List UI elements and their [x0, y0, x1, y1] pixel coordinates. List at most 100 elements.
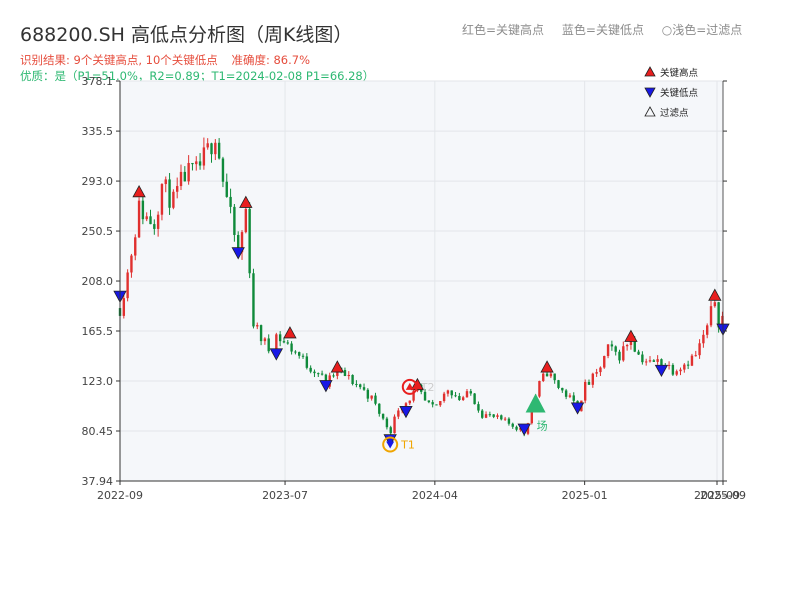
- candle-body: [644, 361, 648, 363]
- candle-body: [625, 344, 629, 347]
- annotation-t2-circle: [401, 378, 418, 395]
- candle-body: [153, 224, 156, 229]
- candle-body: [198, 161, 202, 166]
- candle-body: [362, 387, 366, 390]
- candle-body: [423, 391, 427, 401]
- legend-filtered-marker: [644, 106, 656, 117]
- header-legend: 红色=关键高点 蓝色=关键低点 ○浅色=过滤点: [462, 21, 756, 38]
- y-tick-label: 165.5: [82, 325, 114, 338]
- candle-body: [248, 208, 251, 274]
- candle-body: [606, 344, 610, 357]
- candle-body: [583, 381, 587, 401]
- candle-body: [622, 346, 625, 361]
- candle-body: [183, 171, 187, 182]
- candle-body: [332, 375, 335, 377]
- key-high-marker: [330, 360, 345, 373]
- x-tick-label: 2024-04: [412, 489, 458, 502]
- candle-body: [603, 356, 606, 368]
- candle-body: [538, 380, 541, 397]
- candle-body: [648, 360, 652, 362]
- key-low-marker: [269, 348, 284, 361]
- candle-body: [160, 184, 164, 215]
- candle-body: [519, 428, 522, 430]
- candle-body: [244, 208, 248, 233]
- key-low-marker: [570, 402, 585, 415]
- candle-body: [542, 373, 545, 381]
- candle-body: [156, 214, 160, 229]
- annotation-t1-inner-marker: [386, 441, 395, 449]
- key-points: [113, 184, 730, 447]
- candle-body: [309, 367, 312, 372]
- candle-body: [191, 162, 194, 165]
- candle-body: [370, 395, 373, 399]
- candle-body: [313, 371, 316, 374]
- candle-body: [305, 356, 309, 368]
- candle-body: [282, 341, 286, 343]
- candle-body: [320, 373, 324, 375]
- candle-body: [256, 325, 259, 327]
- y-tick-label: 293.0: [82, 175, 114, 188]
- key-low-marker: [399, 405, 413, 419]
- annotation-t1-label: T1: [400, 438, 415, 451]
- annotations: T1 T2 场: [382, 378, 548, 453]
- candle-body: [381, 413, 385, 419]
- candle-body: [450, 390, 453, 396]
- candle-body: [240, 232, 244, 253]
- candle-body: [614, 346, 617, 352]
- candle-body: [629, 340, 633, 345]
- candle-body: [488, 414, 492, 416]
- key-low-marker: [231, 247, 245, 260]
- candle-body: [431, 402, 434, 405]
- candle-body: [568, 395, 572, 397]
- candle-body: [481, 410, 484, 418]
- candle-body: [530, 408, 534, 424]
- annotation-t1-circle: [382, 436, 399, 453]
- candle-body: [641, 354, 644, 363]
- y-tick-label: 250.5: [82, 225, 114, 238]
- chart-title: 688200.SH 高低点分析图（周K线图）: [20, 24, 353, 46]
- candle-body: [591, 373, 595, 385]
- candle-body: [465, 391, 469, 398]
- candle-body: [706, 325, 709, 335]
- key-low-marker: [517, 423, 531, 436]
- candle-body: [206, 143, 209, 148]
- candle-body: [355, 383, 358, 385]
- candle-body: [587, 381, 591, 385]
- candle-body: [149, 216, 152, 225]
- candle-body: [347, 374, 350, 377]
- candle-body: [564, 390, 568, 397]
- x-tick-label: 2022-09: [97, 489, 143, 502]
- candle-body: [397, 410, 400, 417]
- candle-body: [408, 400, 411, 404]
- y-tick-label: 208.0: [82, 275, 114, 288]
- y-tick-label: 80.45: [82, 425, 114, 438]
- candle-body: [557, 380, 560, 388]
- candle-body: [141, 200, 145, 220]
- candle-body: [610, 344, 614, 347]
- candle-body: [572, 395, 575, 401]
- candle-body: [660, 359, 663, 366]
- candle-body: [130, 255, 133, 273]
- candle-body: [126, 272, 129, 299]
- y-tick-label: 37.94: [82, 475, 114, 488]
- candle-body: [549, 373, 553, 377]
- candle-body: [275, 334, 278, 349]
- candle-body: [675, 371, 678, 375]
- candle-body: [469, 391, 472, 394]
- candle-body: [278, 334, 282, 342]
- candle-body: [461, 397, 465, 400]
- candle-body: [359, 384, 362, 388]
- key-high-marker: [132, 184, 146, 198]
- candle-body: [343, 370, 347, 377]
- x-tick-label: 2025-01: [562, 489, 608, 502]
- candle-body: [366, 389, 370, 399]
- annotation-t2-inner-marker: [405, 382, 414, 390]
- candle-body: [404, 403, 408, 409]
- candle-body: [477, 404, 480, 411]
- key-high-marker: [624, 329, 638, 342]
- candle-body: [427, 400, 431, 403]
- candle-body: [553, 373, 556, 381]
- candle-body: [233, 206, 236, 235]
- recognition-summary: 识别结果: 9个关键高点, 10个关键低点 准确度: 86.7%: [20, 52, 320, 68]
